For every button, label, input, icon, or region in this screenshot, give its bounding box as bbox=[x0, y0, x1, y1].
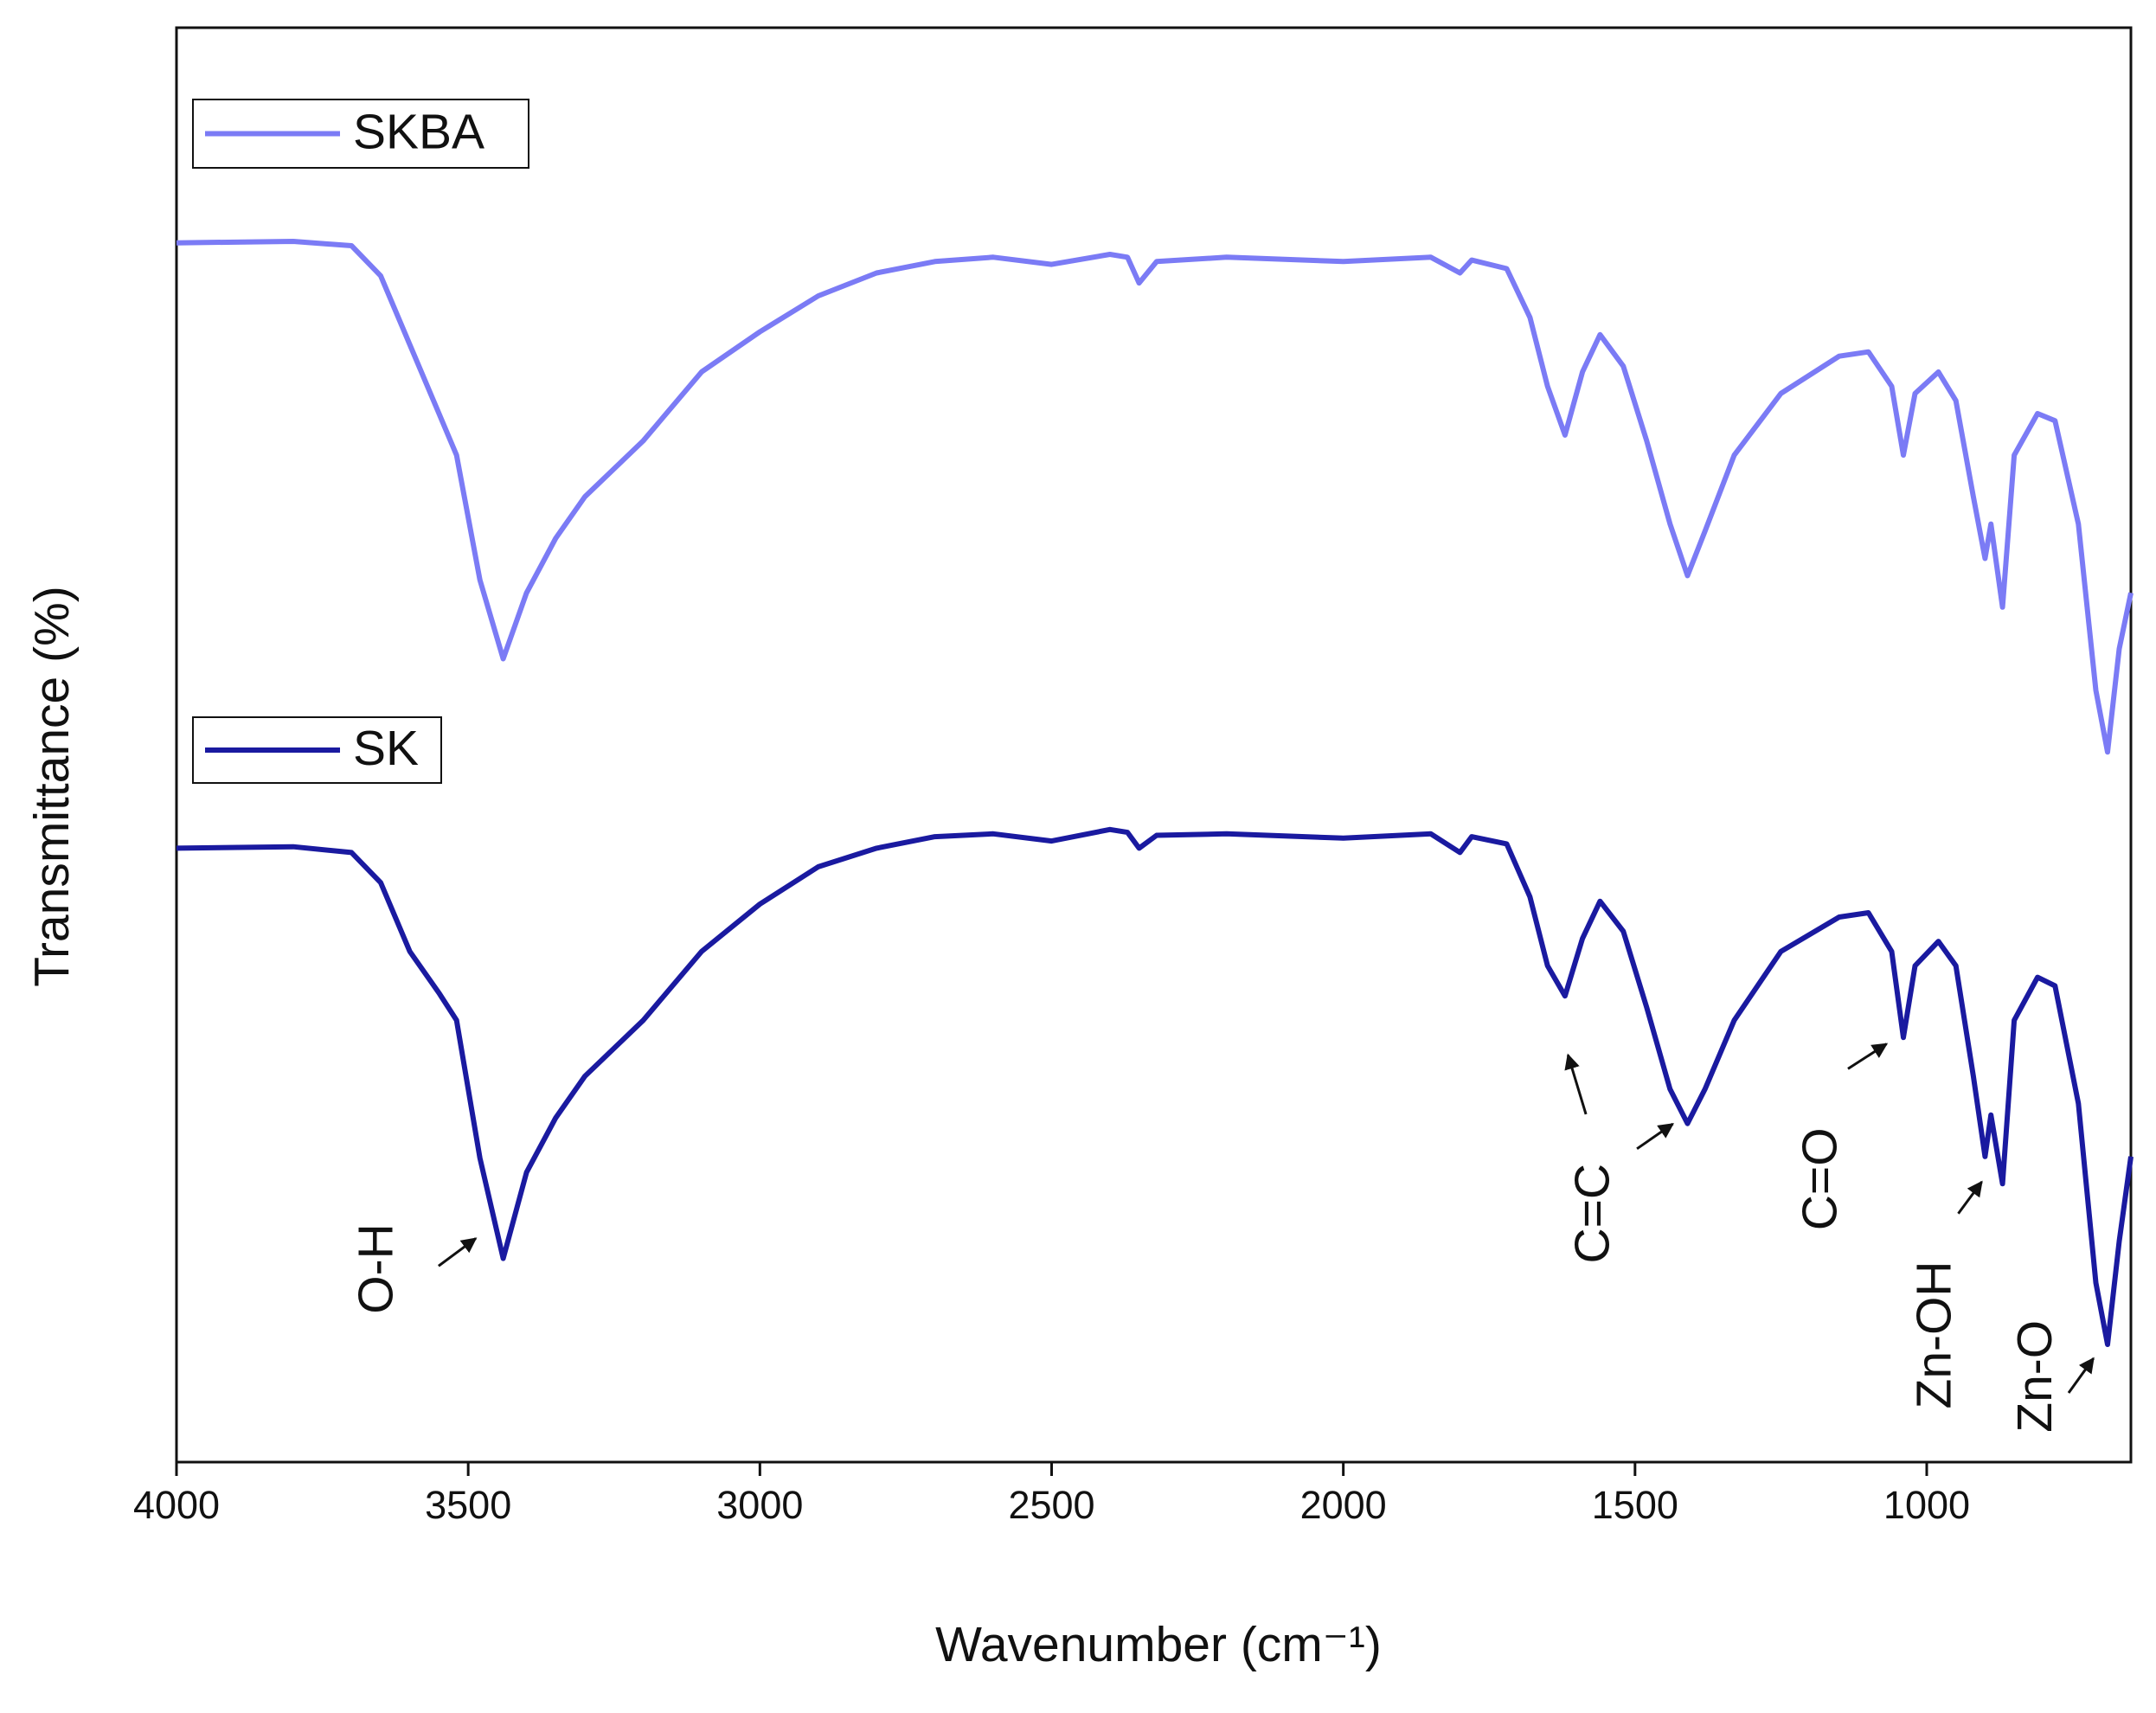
x-tick-label: 3500 bbox=[425, 1483, 511, 1527]
x-tick-label: 2000 bbox=[1300, 1483, 1387, 1527]
annotation-arrow bbox=[1564, 1053, 1588, 1115]
annotation-arrow bbox=[437, 1237, 478, 1267]
x-tick-label: 4000 bbox=[133, 1483, 220, 1527]
legend-label: SK bbox=[353, 721, 419, 776]
annotation: Zn-OH bbox=[1907, 1261, 1962, 1408]
annotation: Zn-O bbox=[2007, 1320, 2063, 1433]
annotation-arrow bbox=[2067, 1357, 2095, 1394]
x-tick-label: 2500 bbox=[1008, 1483, 1094, 1527]
legend-label: SKBA bbox=[353, 105, 484, 160]
annotation-arrow bbox=[1847, 1043, 1889, 1070]
plot-frame bbox=[175, 26, 2133, 1464]
series-line bbox=[176, 826, 2134, 1347]
annotation: C=C bbox=[1564, 1164, 1620, 1264]
legend-box bbox=[192, 99, 529, 169]
annotation-arrow bbox=[1636, 1122, 1675, 1151]
x-tick-label: 3000 bbox=[716, 1483, 803, 1527]
annotation: O-H bbox=[348, 1223, 403, 1313]
x-axis-title: Wavenumber (cm⁻¹) bbox=[935, 1617, 1382, 1672]
x-tick-label: 1000 bbox=[1883, 1483, 1970, 1527]
series-line bbox=[176, 239, 2134, 755]
annotation-arrow bbox=[1957, 1180, 1983, 1215]
x-tick-label: 1500 bbox=[1592, 1483, 1678, 1527]
y-axis-title: Transmittance (%) bbox=[24, 586, 80, 987]
annotation: C=O bbox=[1792, 1127, 1847, 1230]
